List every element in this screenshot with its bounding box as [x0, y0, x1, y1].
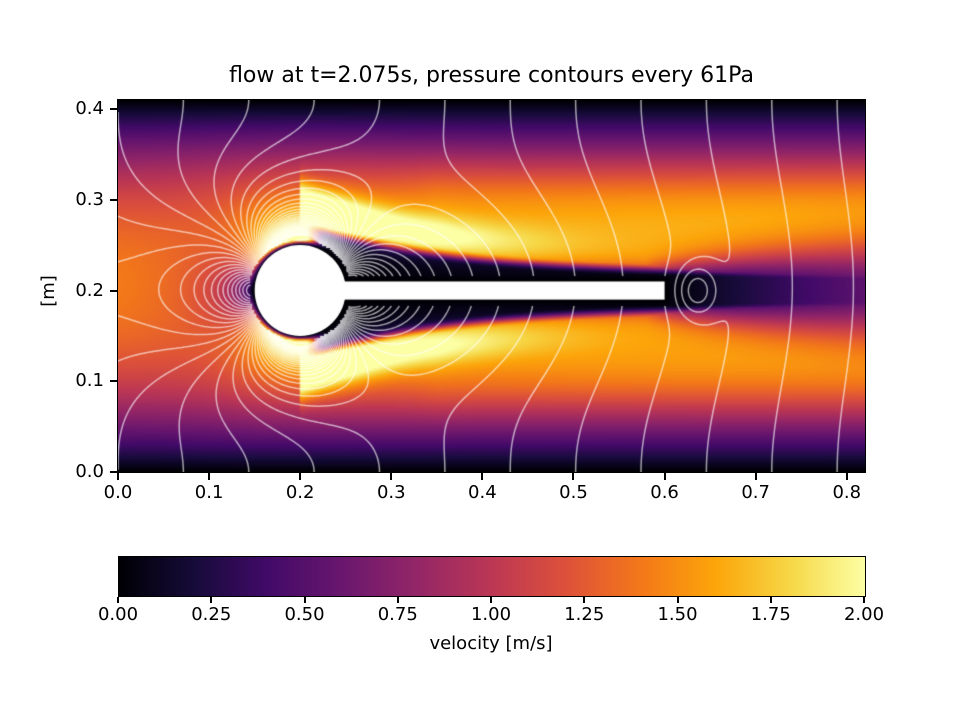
y-tick-mark [110, 108, 117, 111]
colorbar-gradient [119, 557, 865, 596]
colorbar-tick-mark [863, 597, 865, 603]
x-tick-mark [663, 473, 666, 480]
y-tick-mark [110, 198, 117, 201]
x-tick-mark [299, 473, 302, 480]
x-tick-label: 0.8 [832, 482, 862, 503]
y-tick-label: 0.1 [75, 370, 104, 392]
y-tick-label: 0.3 [75, 188, 104, 210]
plot-area [117, 99, 866, 473]
colorbar-tick-mark [117, 597, 119, 603]
colorbar-tick-label: 0.00 [97, 604, 139, 625]
colorbar-tick-label: 0.25 [191, 604, 232, 625]
colorbar-tick-mark [769, 597, 772, 603]
colorbar [118, 556, 866, 597]
x-tick-mark [117, 473, 119, 480]
x-tick-mark [208, 473, 211, 480]
x-tick-mark [845, 473, 848, 480]
colorbar-label: velocity [m/s] [429, 633, 553, 654]
x-tick-label: 0.5 [559, 482, 588, 503]
flow-field-canvas [118, 100, 865, 472]
x-tick-label: 0.2 [285, 482, 315, 503]
colorbar-tick-mark [490, 597, 492, 603]
colorbar-tick-label: 1.00 [470, 604, 512, 625]
colorbar-tick-label: 1.50 [657, 604, 698, 625]
colorbar-tick-label: 0.50 [284, 604, 325, 625]
x-tick-label: 0.1 [194, 482, 224, 503]
colorbar-tick-label: 2.00 [843, 604, 885, 625]
x-tick-label: 0.3 [376, 482, 406, 503]
y-tick-mark [110, 380, 117, 383]
colorbar-tick-label: 1.75 [750, 604, 791, 625]
colorbar-tick-label: 1.25 [564, 604, 605, 625]
y-tick-mark [110, 289, 117, 292]
x-tick-mark [481, 473, 484, 480]
colorbar-tick-mark [210, 597, 213, 603]
x-tick-label: 0.0 [103, 482, 133, 503]
x-tick-mark [390, 473, 393, 480]
colorbar-tick-mark [676, 597, 679, 603]
x-tick-mark [754, 473, 757, 480]
y-tick-mark [110, 471, 117, 473]
colorbar-tick-label: 0.75 [377, 604, 418, 625]
x-tick-label: 0.4 [468, 482, 497, 503]
colorbar-tick-mark [396, 597, 399, 603]
figure-title: flow at t=2.075s, pressure contours ever… [229, 63, 754, 88]
x-tick-label: 0.7 [741, 482, 770, 503]
colorbar-tick-mark [303, 597, 306, 603]
x-tick-label: 0.6 [650, 482, 679, 503]
y-tick-label: 0.0 [75, 461, 104, 482]
x-tick-mark [572, 473, 575, 480]
y-tick-label: 0.4 [75, 98, 104, 120]
y-tick-label: 0.2 [75, 279, 104, 301]
colorbar-tick-mark [583, 597, 586, 603]
